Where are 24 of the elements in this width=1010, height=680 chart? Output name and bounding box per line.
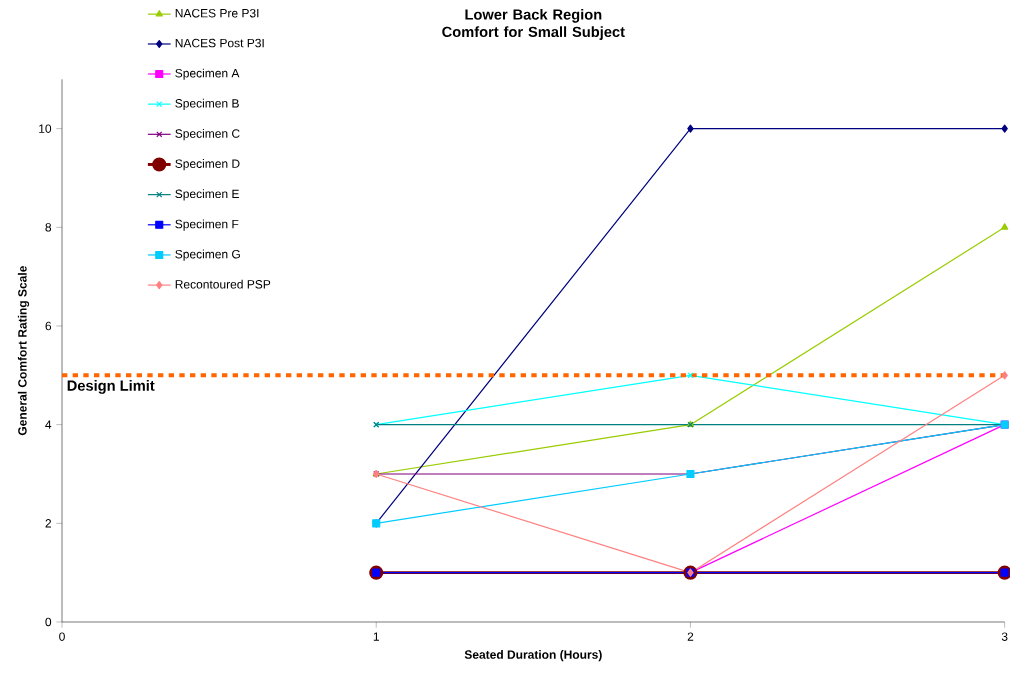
legend-label: Specimen G bbox=[175, 249, 240, 261]
y-tick-label: 10 bbox=[39, 124, 52, 133]
legend-label: Specimen A bbox=[175, 68, 240, 80]
x-tick-label: 3 bbox=[1001, 632, 1008, 641]
y-tick-label: 8 bbox=[45, 223, 52, 232]
x-tick-label: 1 bbox=[373, 632, 379, 641]
y-tick-label: 6 bbox=[45, 321, 52, 331]
chart-title: Lower Back Region Comfort for Small Subject bbox=[442, 8, 625, 40]
legend-label: NACES Pre P3I bbox=[175, 8, 259, 18]
y-axis-title: General Comfort Rating Scale bbox=[17, 266, 30, 436]
y-tick-label: 0 bbox=[45, 617, 52, 627]
legend-label: Specimen E bbox=[175, 189, 239, 201]
x-tick-label: 0 bbox=[59, 632, 65, 641]
legend-label: NACES Post P3I bbox=[175, 38, 264, 48]
y-tick-label: 2 bbox=[45, 519, 51, 528]
legend-label: Recontoured PSP bbox=[175, 279, 271, 289]
y-tick-label: 4 bbox=[45, 420, 52, 429]
ref-line-label: Design Limit bbox=[67, 380, 155, 394]
legend-label: Specimen F bbox=[175, 219, 239, 231]
x-tick-label: 2 bbox=[687, 632, 694, 641]
legend-label: Specimen B bbox=[175, 98, 239, 110]
legend-label: Specimen D bbox=[175, 159, 240, 171]
legend-label: Specimen C bbox=[175, 128, 240, 141]
x-axis-title: Seated Duration (Hours) bbox=[464, 650, 602, 662]
